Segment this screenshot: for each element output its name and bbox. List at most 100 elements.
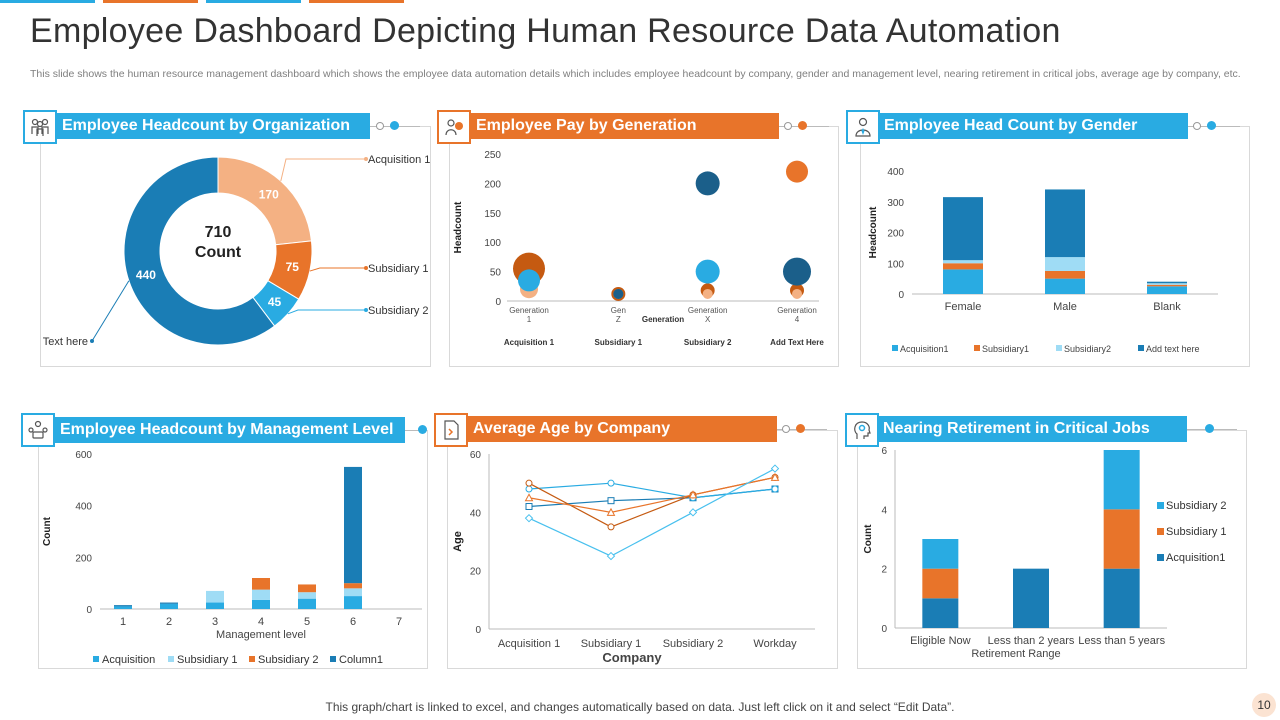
x-tick-label: 1 [120, 616, 126, 628]
panel-org-dot-fill [390, 121, 399, 130]
bar-segment [922, 568, 959, 599]
y-axis-title: Age [452, 531, 464, 552]
donut-callout-line [287, 309, 366, 315]
bar-segment [206, 602, 224, 609]
y-axis-title: Count [863, 524, 874, 554]
line-marker [607, 497, 615, 505]
panel-retire-icon-box [845, 413, 879, 447]
x-tick-label: 7 [396, 616, 402, 628]
y-tick-label: 60 [470, 450, 482, 461]
y-axis-title: Count [42, 516, 53, 546]
top-accent-bar-2 [103, 0, 198, 3]
bar-segment [344, 588, 362, 597]
legend-swatch [168, 656, 174, 662]
y-tick-label: 200 [75, 553, 92, 564]
bar-segment [1147, 281, 1187, 284]
bubble-point [518, 269, 540, 292]
gear-head-icon [854, 421, 871, 439]
x-tick-label: Generation X [688, 306, 728, 324]
donut-callout-line [280, 158, 366, 182]
x-tick-label: Generation 1 [509, 306, 549, 324]
x-tick-label-part: Generation [509, 306, 549, 315]
people-icon [31, 118, 49, 136]
panel-org-dot-outline [376, 122, 384, 130]
legend-label: Subsidiary 1 [1166, 526, 1227, 538]
legend-swatch [93, 656, 99, 662]
x-tick-label: 6 [350, 616, 356, 628]
page-title: Employee Dashboard Depicting Human Resou… [30, 12, 1061, 50]
y-tick-label: 400 [75, 502, 92, 513]
bar-segment [1147, 284, 1187, 287]
x-axis-title: Generation [642, 315, 684, 324]
bar-segment [252, 578, 270, 590]
bar-segment [1045, 189, 1085, 258]
series-caption: Subsidiary 1 [595, 338, 643, 347]
y-tick-label: 100 [887, 259, 904, 270]
x-tick-label-part: Gen [611, 306, 626, 315]
y-tick-label: 200 [484, 179, 501, 190]
chart-gender: 0 100 200 300 400 Headcount Female Male Blank Acq… [868, 167, 1218, 354]
y-tick-label: 6 [881, 446, 887, 457]
donut-callout-line [91, 280, 130, 342]
top-accent-bar-4 [309, 0, 404, 3]
donut-value-label: 440 [136, 268, 156, 282]
chart-retire: 0 2 4 6 Count Eligible Now Less than 2 years Le… [863, 446, 1227, 660]
bar-segment [922, 598, 959, 628]
page-subtitle: This slide shows the human resource mana… [30, 68, 1241, 80]
donut-value-label: 75 [286, 260, 300, 274]
panel-pay-title: Employee Pay by Generation [466, 113, 779, 139]
donut-slice-label: Subsidiary 2 [368, 305, 429, 317]
line-marker [525, 503, 533, 510]
bubble-point [695, 171, 720, 196]
donut-center-value: 710 [205, 224, 232, 241]
bar-segment [943, 269, 983, 294]
bar-segment [160, 603, 178, 609]
series-caption: Subsidiary 2 [684, 338, 732, 347]
chart-mgmt: 0 200 400 600 Count 1 2 3 4 5 6 7 Management level Ac… [42, 450, 422, 666]
panel-org-title: Employee Headcount by Organization [52, 113, 370, 139]
x-tick-label: Subsidiary 2 [663, 638, 724, 650]
bar-segment [1103, 509, 1140, 569]
team-icon [28, 420, 48, 439]
line-marker [606, 507, 616, 516]
bar-segment [114, 605, 132, 607]
legend-label: Acquisition1 [900, 344, 949, 354]
panel-pay [449, 126, 839, 367]
x-tick-label: Workday [753, 638, 797, 650]
legend-label: Subsidiary 2 [1166, 500, 1227, 512]
x-tick-label-part: X [705, 315, 711, 324]
x-tick-label: Eligible Now [910, 635, 971, 647]
panel-mgmt-icon-box [21, 413, 55, 447]
bar-segment [943, 260, 983, 264]
x-tick-label: Subsidiary 1 [581, 638, 642, 650]
y-tick-label: 4 [881, 505, 887, 516]
donut-center-text: Count [195, 244, 242, 261]
bar-segment [922, 539, 959, 569]
legend-swatch [974, 345, 980, 351]
bubble-point [792, 288, 802, 299]
legend-swatch [1138, 345, 1144, 351]
line-marker [524, 513, 534, 523]
line-marker [688, 490, 698, 499]
panel-mgmt-dot-fill [418, 425, 427, 434]
y-tick-label: 0 [898, 290, 904, 301]
donut-callout-dot [364, 157, 368, 161]
x-tick-label: Female [945, 301, 982, 313]
donut-value-label: 170 [259, 187, 279, 201]
x-axis-title: Management level [216, 629, 306, 641]
bubble-point [786, 160, 808, 183]
bubble-point [695, 259, 720, 284]
legend-label: Acquisition [102, 654, 155, 666]
x-tick-label: 3 [212, 616, 218, 628]
y-tick-label: 150 [484, 209, 501, 220]
donut-slice-label: Acquisition 1 [368, 154, 430, 166]
legend-swatch [1056, 345, 1062, 351]
bubble-point [783, 257, 811, 286]
x-tick-label: Blank [1153, 301, 1181, 313]
panel-org-icon-box [23, 110, 57, 144]
line-marker [688, 508, 698, 517]
bar-segment [1013, 568, 1049, 628]
panel-gender-icon-box [846, 110, 880, 144]
x-tick-label-part: Z [616, 315, 621, 324]
x-tick-label: Generation 4 [777, 306, 817, 324]
